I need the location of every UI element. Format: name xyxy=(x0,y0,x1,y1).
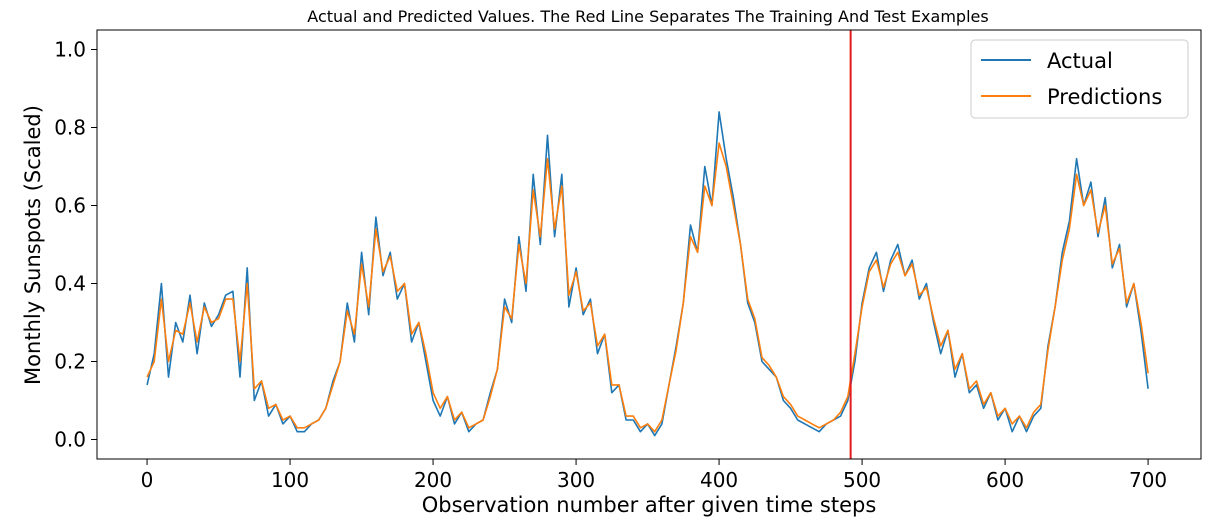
x-axis-label: Observation number after given time step… xyxy=(422,493,877,517)
legend-label-actual: Actual xyxy=(1047,49,1113,73)
x-tick-label: 600 xyxy=(986,468,1024,492)
x-tick-label: 200 xyxy=(414,468,452,492)
y-tick-label: 0.8 xyxy=(54,116,86,140)
x-tick-label: 0 xyxy=(141,468,154,492)
series-line-actual xyxy=(146,111,1149,437)
legend: Actual Predictions xyxy=(970,39,1189,119)
y-tick-label: 0.0 xyxy=(54,428,86,452)
series-line-predictions xyxy=(146,142,1149,433)
y-tick-label: 0.4 xyxy=(54,272,86,296)
y-tick-label: 1.0 xyxy=(54,38,86,62)
y-tick-label: 0.6 xyxy=(54,194,86,218)
x-tick-label: 700 xyxy=(1129,468,1167,492)
y-tick-label: 0.2 xyxy=(54,350,86,374)
x-tick-label: 500 xyxy=(843,468,881,492)
y-axis: 0.0 0.2 0.4 0.6 0.8 1.0 xyxy=(54,38,97,452)
legend-label-predictions: Predictions xyxy=(1047,85,1162,109)
x-tick-label: 400 xyxy=(700,468,738,492)
plot-area xyxy=(146,30,1149,459)
x-axis: 0 100 200 300 400 500 600 700 xyxy=(141,459,1167,492)
chart-title: Actual and Predicted Values. The Red Lin… xyxy=(307,7,988,26)
plot-frame xyxy=(96,29,1202,460)
x-tick-label: 300 xyxy=(557,468,595,492)
y-axis-label: Monthly Sunspots (Scaled) xyxy=(21,105,45,385)
x-tick-label: 100 xyxy=(271,468,309,492)
